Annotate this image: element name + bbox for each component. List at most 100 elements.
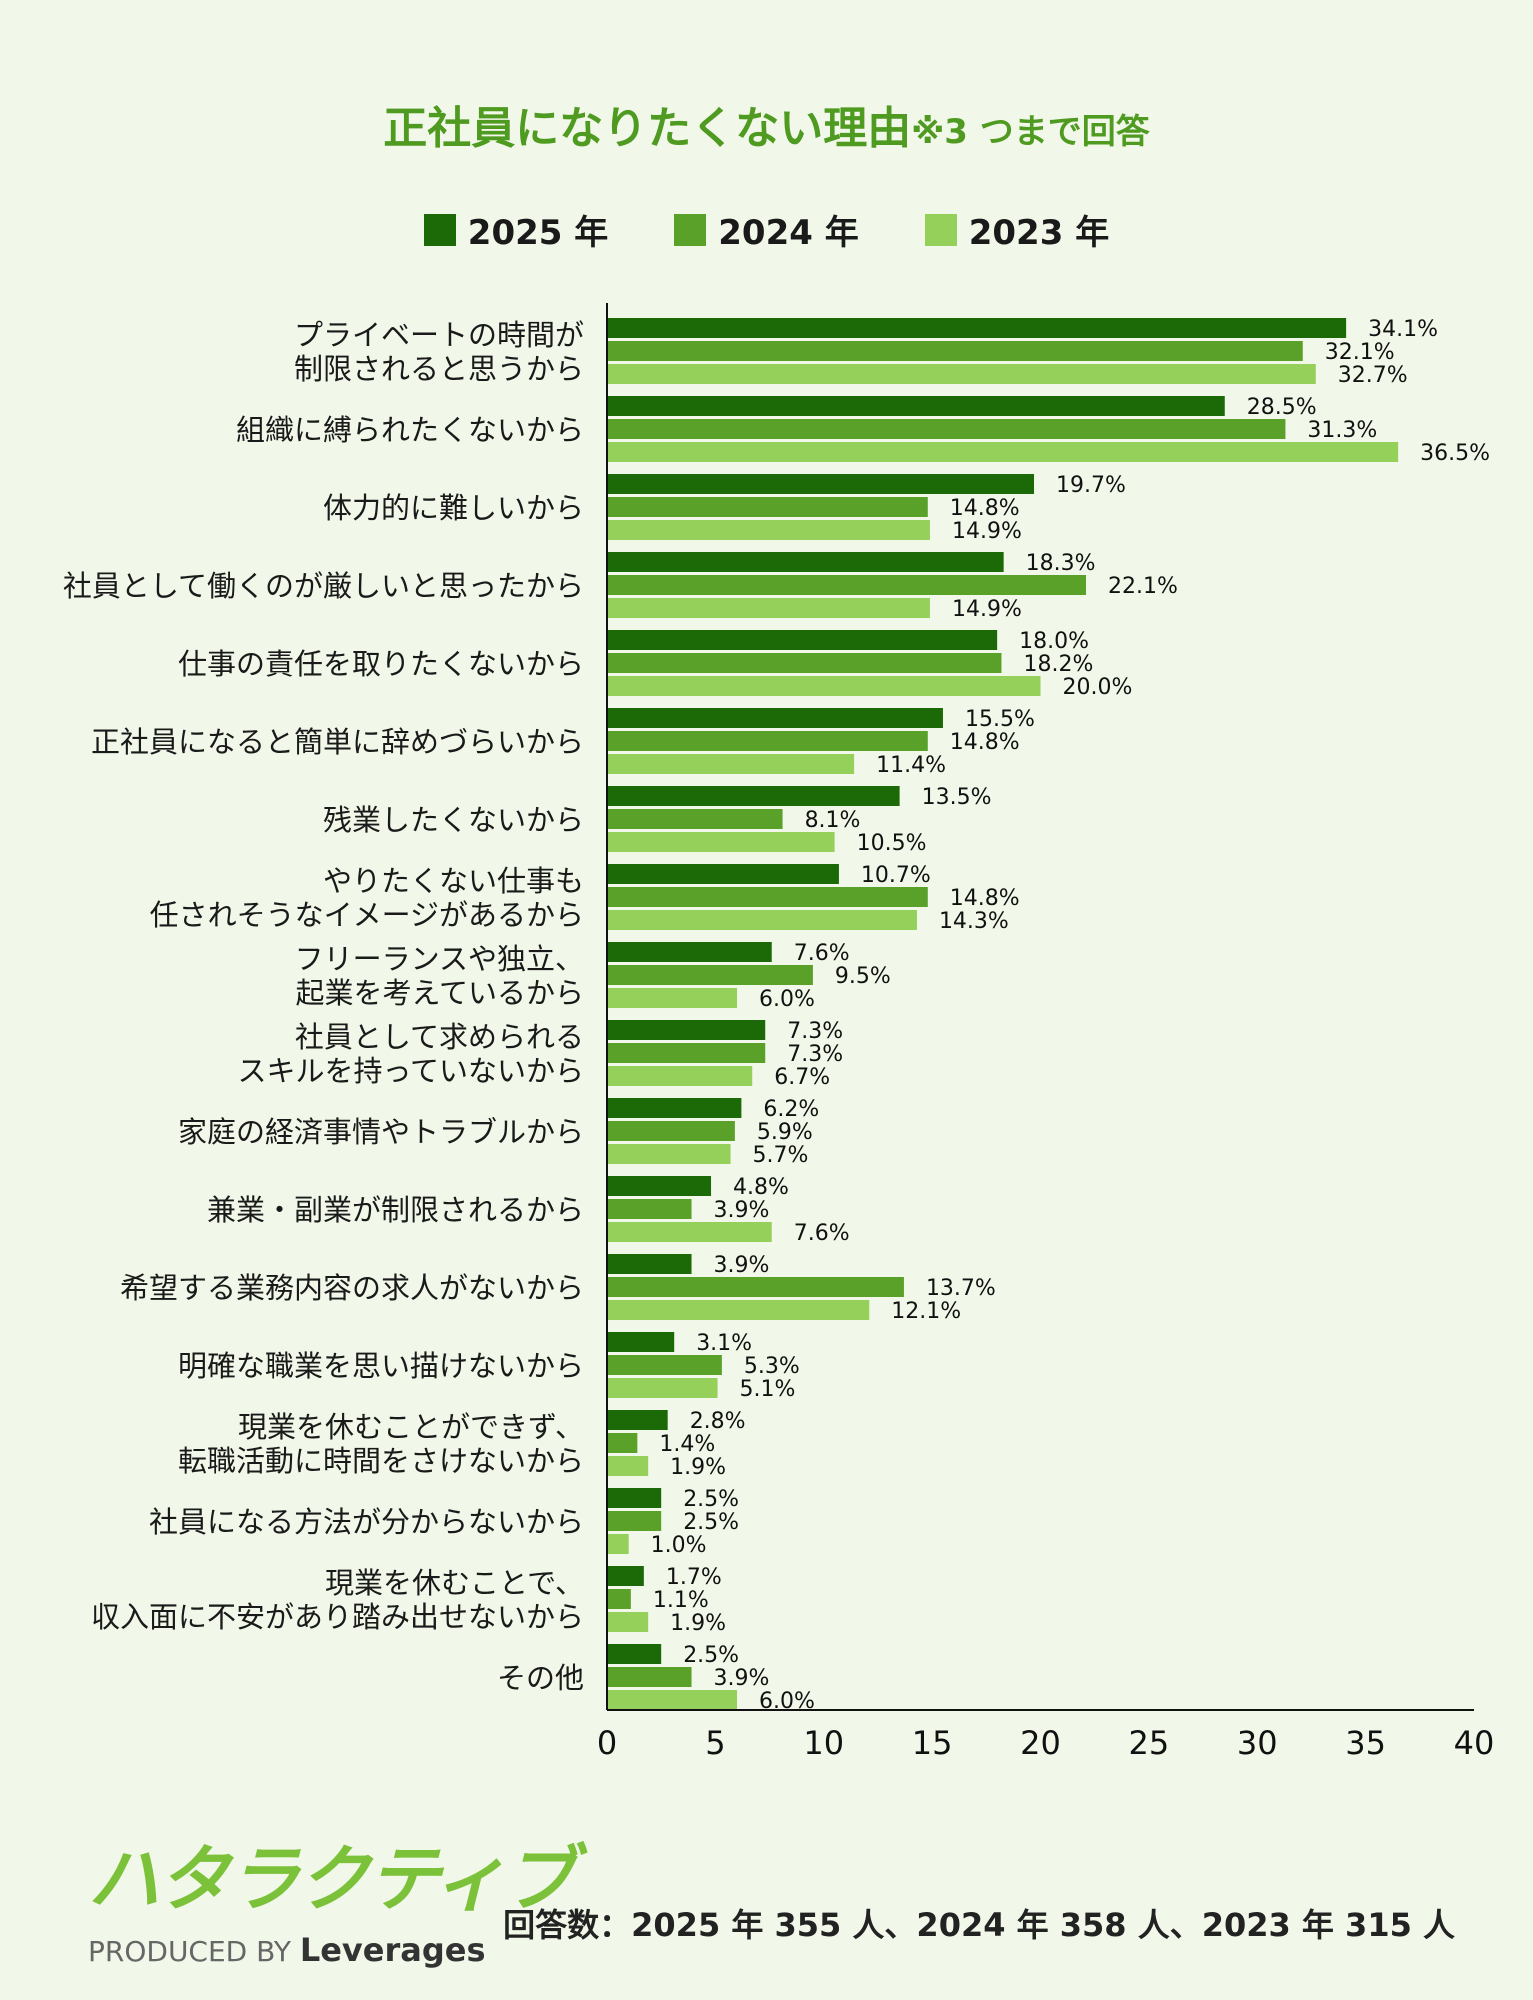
- bar: [607, 1488, 662, 1508]
- legend-label-2023: 2023 年: [968, 213, 1110, 253]
- category-label: 任されそうなイメージがあるから: [150, 898, 584, 932]
- bar: [607, 1144, 731, 1164]
- x-tick-label: 10: [803, 1724, 844, 1762]
- x-tick-label: 20: [1020, 1724, 1061, 1762]
- bar: [607, 1222, 772, 1242]
- category-label: フリーランスや独立、: [295, 942, 584, 976]
- data-label: 4.8%: [733, 1175, 789, 1200]
- data-label: 13.7%: [926, 1276, 996, 1301]
- bar: [607, 341, 1303, 361]
- legend-swatch-2024: [674, 213, 707, 246]
- bar: [607, 497, 928, 517]
- data-label: 7.6%: [794, 941, 850, 966]
- bar: [607, 731, 928, 751]
- bar: [607, 1534, 629, 1554]
- data-label: 3.9%: [714, 1198, 770, 1223]
- bar: [607, 653, 1002, 673]
- category-label: 制限されると思うから: [294, 352, 584, 386]
- data-label: 1.7%: [666, 1565, 722, 1590]
- data-label: 18.3%: [1026, 551, 1096, 576]
- x-tick-label: 30: [1237, 1724, 1278, 1762]
- data-label: 32.1%: [1325, 340, 1395, 365]
- bar: [607, 1300, 870, 1320]
- bar: [607, 318, 1347, 338]
- data-label: 1.9%: [670, 1455, 726, 1480]
- category-label: 社員になる方法が分からないから: [149, 1505, 584, 1539]
- bar: [607, 809, 783, 829]
- x-tick-label: 40: [1454, 1724, 1495, 1762]
- respondent-count: 回答数：2025 年 355 人、2024 年 358 人、2023 年 315…: [503, 1906, 1455, 1944]
- category-label: 社員として働くのが厳しいと思ったから: [63, 569, 584, 603]
- bar: [607, 1378, 718, 1398]
- bar: [607, 419, 1286, 439]
- data-label: 1.1%: [653, 1588, 709, 1613]
- data-label: 13.5%: [922, 785, 992, 810]
- data-label: 3.9%: [714, 1666, 770, 1691]
- data-label: 5.7%: [753, 1143, 809, 1168]
- category-label: 希望する業務内容の求人がないから: [120, 1271, 584, 1305]
- bar: [607, 1176, 712, 1196]
- bar: [607, 442, 1399, 462]
- data-label: 6.0%: [759, 987, 815, 1012]
- brand-name: ハタラクティブ: [88, 1837, 576, 1921]
- data-label: 12.1%: [891, 1299, 961, 1324]
- category-label: 兼業・副業が制限されるから: [207, 1193, 584, 1227]
- bar: [607, 988, 738, 1008]
- bar: [607, 1066, 753, 1086]
- chart-title: 正社員になりたくない理由※3 つまで回答: [0, 92, 1533, 156]
- data-label: 2.5%: [683, 1643, 739, 1668]
- category-label: 正社員になると簡単に辞めづらいから: [91, 725, 584, 759]
- bar: [607, 832, 835, 852]
- data-label: 22.1%: [1108, 574, 1178, 599]
- data-label: 10.7%: [861, 863, 931, 888]
- bar: [607, 598, 930, 618]
- data-label: 36.5%: [1420, 441, 1490, 466]
- bar: [607, 1644, 662, 1664]
- data-label: 9.5%: [835, 964, 891, 989]
- bar: [607, 1410, 668, 1430]
- data-label: 10.5%: [857, 831, 927, 856]
- data-label: 5.3%: [744, 1354, 800, 1379]
- bar: [607, 520, 930, 540]
- category-label: 家庭の経済事情やトラブルから: [178, 1115, 584, 1149]
- bar: [607, 864, 839, 884]
- bar: [607, 1612, 649, 1632]
- category-label: 組織に縛られたくないから: [236, 413, 584, 447]
- data-label: 28.5%: [1247, 395, 1317, 420]
- category-label: スキルを持っていないから: [237, 1054, 584, 1088]
- data-label: 11.4%: [876, 753, 946, 778]
- legend-item-2023: 2023 年: [924, 205, 1110, 254]
- bar: [607, 1690, 738, 1710]
- bar: [607, 396, 1225, 416]
- bar: [607, 887, 928, 907]
- bar: [607, 910, 917, 930]
- bar: [607, 1199, 692, 1219]
- bar: [607, 754, 855, 774]
- data-label: 19.7%: [1056, 473, 1126, 498]
- data-label: 3.1%: [696, 1331, 752, 1356]
- bar: [607, 1589, 631, 1609]
- data-label: 5.1%: [740, 1377, 796, 1402]
- bar: [607, 474, 1034, 494]
- data-label: 14.8%: [950, 730, 1020, 755]
- category-label: その他: [497, 1661, 584, 1695]
- legend-item-2024: 2024 年: [674, 205, 859, 254]
- category-label: 現業を休むことができず、: [238, 1410, 584, 1444]
- data-label: 14.9%: [952, 519, 1022, 544]
- bar: [607, 364, 1316, 384]
- bar: [607, 1433, 638, 1453]
- bar: [607, 552, 1004, 572]
- bar: [607, 630, 998, 650]
- chart-title-note: ※3 つまで回答: [911, 112, 1150, 152]
- category-label: 起業を考えているから: [295, 976, 584, 1010]
- data-label: 1.0%: [651, 1533, 707, 1558]
- data-label: 6.7%: [774, 1065, 830, 1090]
- bar: [607, 1098, 742, 1118]
- bar: [607, 1332, 675, 1352]
- data-label: 7.6%: [794, 1221, 850, 1246]
- data-label: 1.4%: [659, 1432, 715, 1457]
- x-tick-label: 15: [912, 1724, 953, 1762]
- data-label: 8.1%: [805, 808, 861, 833]
- data-label: 2.5%: [683, 1487, 739, 1512]
